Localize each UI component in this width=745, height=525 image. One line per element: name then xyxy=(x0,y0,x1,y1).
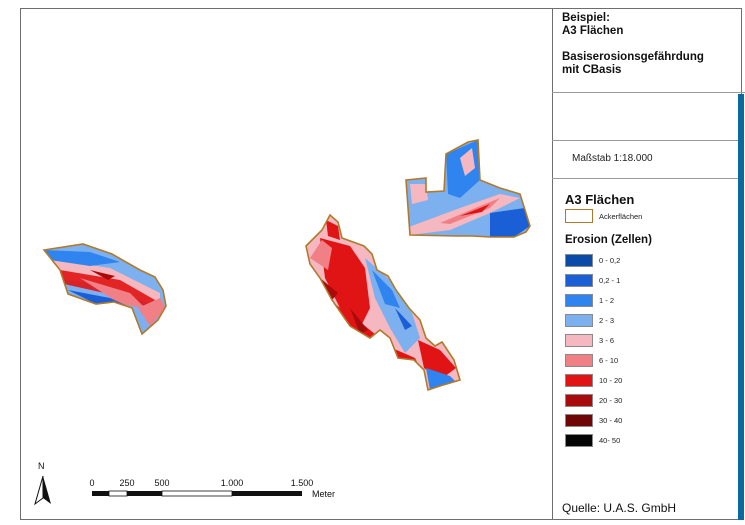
erosion-class-label: 0,2 - 1 xyxy=(599,275,621,285)
erosion-class-3: 2 - 3 xyxy=(565,312,622,328)
erosion-class-label: 3 - 6 xyxy=(599,335,615,345)
erosion-class-8: 30 - 40 xyxy=(565,412,622,428)
field-outline-label: Ackerflächen xyxy=(599,211,643,221)
erosion-class-4: 3 - 6 xyxy=(565,332,622,348)
erosion-swatch xyxy=(565,253,593,267)
erosion-swatch xyxy=(565,333,593,347)
erosion-class-2: 1 - 2 xyxy=(565,292,622,308)
source-credit: Quelle: U.A.S. GmbH xyxy=(562,501,677,515)
field-outline-swatch xyxy=(565,209,593,223)
erosion-class-1: 0,2 - 1 xyxy=(565,272,622,288)
field-c[interactable] xyxy=(405,138,535,243)
field-map xyxy=(40,138,535,392)
title-block: Beispiel: A3 Flächen Basiserosionsgefähr… xyxy=(562,12,738,92)
erosion-swatch xyxy=(565,353,593,367)
erosion-class-7: 20 - 30 xyxy=(565,392,622,408)
scale-bar-graphic xyxy=(92,490,302,497)
erosion-swatch xyxy=(565,413,593,427)
field-a[interactable] xyxy=(40,238,170,338)
erosion-swatch xyxy=(565,273,593,287)
title-line-2: A3 Flächen xyxy=(562,25,624,37)
scale-tick-1000: 1.000 xyxy=(220,478,244,488)
erosion-legend-title: Erosion (Zellen) xyxy=(565,234,652,246)
scale-separator-top xyxy=(552,140,738,141)
erosion-class-label: 0 - 0,2 xyxy=(599,255,621,265)
erosion-class-0: 0 - 0,2 xyxy=(565,252,622,268)
erosion-swatch xyxy=(565,373,593,387)
title-line-4: mit CBasis xyxy=(562,64,622,76)
scale-tick-1500: 1.500 xyxy=(290,478,314,488)
title-line-3: Basiserosionsgefährdung xyxy=(562,51,704,63)
scale-separator-bottom xyxy=(552,178,738,179)
erosion-class-9: 40- 50 xyxy=(565,432,622,448)
erosion-swatch xyxy=(565,393,593,407)
erosion-class-label: 6 - 10 xyxy=(599,355,619,365)
erosion-class-5: 6 - 10 xyxy=(565,352,622,368)
title-separator xyxy=(552,92,745,93)
map-canvas[interactable] xyxy=(20,8,552,520)
erosion-class-6: 10 - 20 xyxy=(565,372,622,388)
erosion-swatch xyxy=(565,313,593,327)
title-line-1: Beispiel: xyxy=(562,12,610,24)
scale-tick-0: 0 xyxy=(89,478,95,488)
erosion-class-label: 40- 50 xyxy=(599,435,621,445)
erosion-swatch xyxy=(565,293,593,307)
north-label: N xyxy=(38,461,45,471)
erosion-swatch xyxy=(565,433,593,447)
panel-divider xyxy=(552,8,553,520)
erosion-class-label: 30 - 40 xyxy=(599,415,623,425)
legend-field-entry: Ackerflächen xyxy=(565,209,642,223)
north-arrow-icon xyxy=(34,475,51,506)
erosion-class-label: 20 - 30 xyxy=(599,395,623,405)
map-frame xyxy=(20,8,742,520)
scale-tick-500: 500 xyxy=(154,478,170,488)
scale-bar: 0 250 500 1.000 1.500 Meter xyxy=(80,478,340,518)
accent-bar xyxy=(738,94,744,520)
erosion-class-label: 1 - 2 xyxy=(599,295,615,305)
erosion-class-label: 10 - 20 xyxy=(599,375,623,385)
erosion-legend: 0 - 0,2 0,2 - 1 1 - 2 2 - 3 3 - 6 6 - 10 10 - … xyxy=(565,252,622,452)
scale-tick-250: 250 xyxy=(119,478,135,488)
scale-unit: Meter xyxy=(312,489,336,499)
scale-text: Maßstab 1:18.000 xyxy=(572,153,653,164)
legend-title: A3 Flächen xyxy=(565,192,635,207)
erosion-class-label: 2 - 3 xyxy=(599,315,615,325)
